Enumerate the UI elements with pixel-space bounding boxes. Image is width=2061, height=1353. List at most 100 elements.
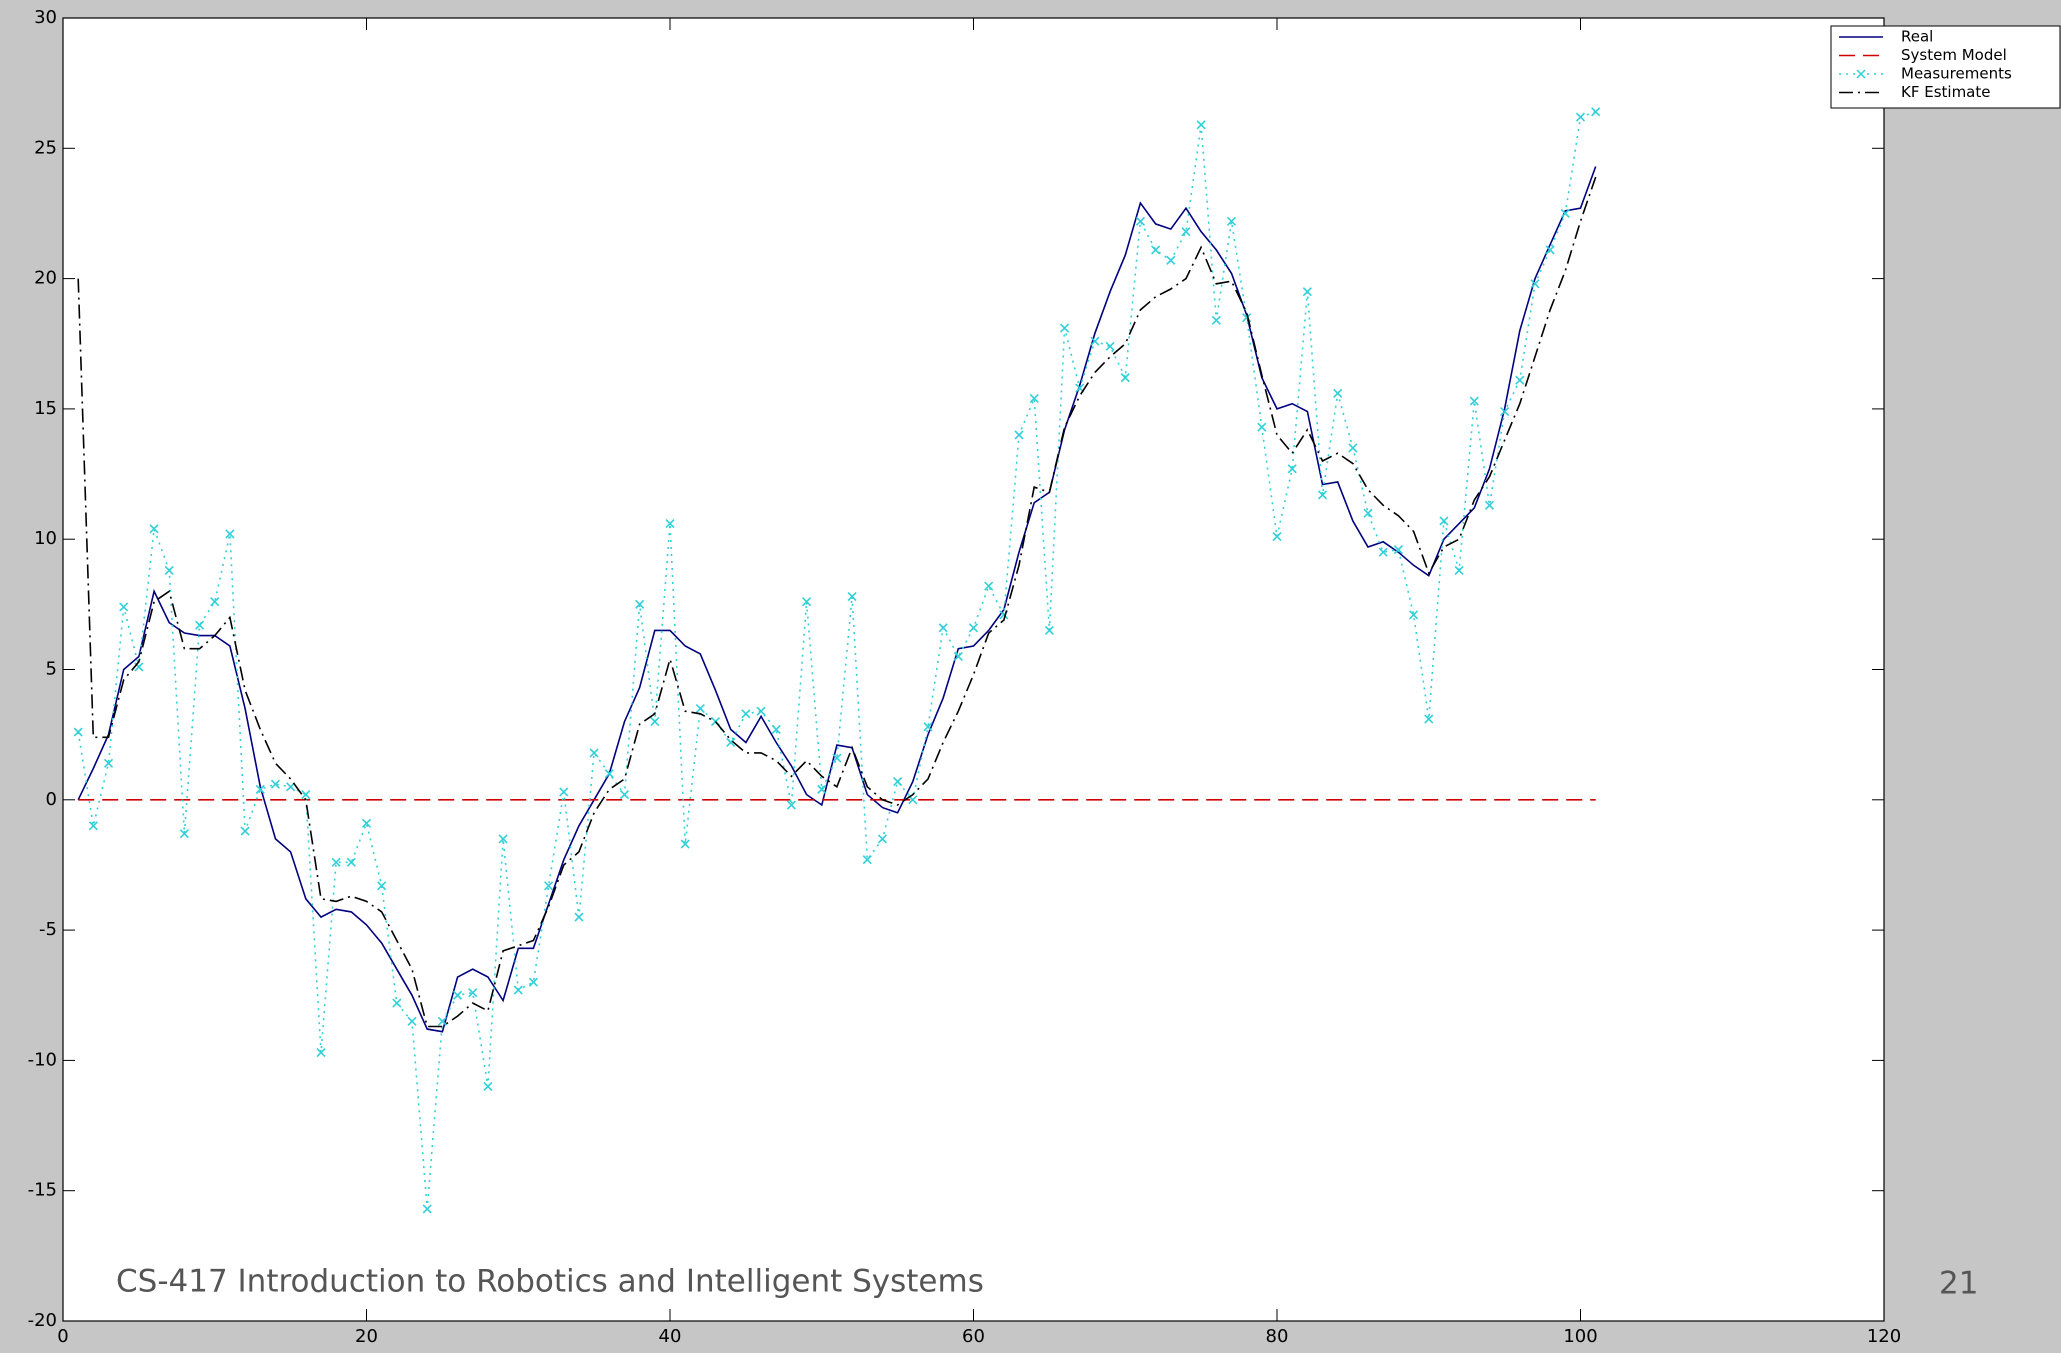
measurement-marker [452, 990, 463, 1000]
measurement-marker [1469, 396, 1479, 406]
measurement-marker [1454, 565, 1464, 576]
x-tick-label: 40 [659, 1326, 682, 1347]
measurement-marker [1591, 107, 1601, 117]
x-tick-label: 100 [1563, 1326, 1597, 1347]
legend-label: Real [1901, 28, 1933, 46]
x-tick-label: 120 [1867, 1326, 1901, 1347]
measurement-marker [1029, 393, 1039, 404]
measurement-marker [984, 581, 994, 591]
measurement-marker [346, 857, 356, 867]
y-tick-label: -15 [28, 1180, 57, 1201]
measurement-marker [1333, 388, 1343, 398]
measurement-marker [1378, 547, 1388, 557]
measurement-marker [301, 790, 311, 800]
measurement-marker [286, 782, 296, 792]
y-tick-label: 25 [34, 137, 57, 158]
footer: CS-417 Introduction to Robotics and Inte… [116, 1264, 984, 1300]
measurement-marker [1090, 336, 1100, 346]
measurement-marker [377, 881, 387, 891]
measurement-marker [559, 787, 569, 797]
measurement-marker [1105, 341, 1115, 351]
measurement-marker [938, 623, 948, 633]
legend-box [1830, 25, 2061, 109]
measurement-marker [1166, 255, 1176, 265]
measurement-marker [407, 1016, 417, 1026]
measurement-marker [73, 727, 83, 737]
measurement-marker [1560, 208, 1570, 219]
measurement-marker [483, 1081, 493, 1092]
measurement-marker [877, 834, 888, 844]
x-tick-label: 60 [962, 1326, 985, 1347]
measurement-marker [650, 717, 660, 727]
measurement-marker [1226, 216, 1237, 226]
measurement-marker [771, 724, 781, 735]
measurement-marker [968, 623, 979, 633]
measurement-marker [225, 529, 235, 539]
measurement-marker [726, 737, 736, 748]
measurement-marker [1196, 120, 1206, 130]
measurement-marker [1317, 490, 1328, 500]
measurement-marker [665, 518, 675, 529]
measurement-marker [498, 834, 508, 844]
x-tick-label: 0 [57, 1326, 68, 1347]
measurement-marker [1044, 625, 1054, 635]
measurement-marker [1272, 532, 1282, 542]
legend-label: KF Estimate [1901, 83, 1991, 101]
page-number: 21 [1939, 1266, 1978, 1302]
measurement-marker [1287, 464, 1297, 474]
y-tick-label: -10 [28, 1049, 57, 1070]
measurement-marker [817, 784, 827, 794]
measurement-marker [604, 769, 614, 779]
measurement-marker [1439, 516, 1449, 526]
measurement-marker [756, 706, 766, 716]
measurement-marker [1530, 279, 1540, 289]
measurement-marker [1151, 245, 1161, 255]
y-tick-label: 30 [34, 7, 57, 28]
measurement-marker [468, 988, 478, 998]
y-tick-label: 20 [34, 268, 57, 289]
measurement-marker [1409, 610, 1419, 620]
measurement-marker [1424, 714, 1434, 724]
plot-area [62, 17, 1885, 1322]
measurement-marker [786, 800, 796, 810]
measurement-marker [953, 651, 963, 662]
measurement-marker [589, 748, 599, 758]
legend-label: Measurements [1901, 65, 2012, 83]
measurement-marker [1211, 315, 1221, 325]
x-tick-label: 80 [1266, 1326, 1289, 1347]
measurement-marker [1181, 227, 1191, 237]
measurement-marker [1484, 500, 1495, 510]
measurement-marker [1545, 245, 1555, 255]
y-tick-label: 10 [34, 528, 57, 549]
measurement-marker [1363, 508, 1373, 518]
series-line [77, 176, 1597, 1028]
measurement-marker [437, 1016, 447, 1026]
measurement-marker [255, 784, 265, 794]
measurement-marker [528, 977, 538, 987]
measurement-marker [1515, 375, 1525, 385]
measurement-marker [1393, 545, 1403, 555]
measurement-marker [862, 855, 872, 865]
measurement-marker [1120, 373, 1130, 383]
measurement-marker [1575, 112, 1586, 122]
measurement-marker [240, 826, 250, 836]
measurement-marker [741, 709, 751, 719]
measurement-marker [316, 1048, 326, 1058]
measurement-marker [361, 818, 372, 828]
x-tick-label: 20 [355, 1326, 378, 1347]
measurement-marker [1059, 323, 1070, 333]
measurement-marker [574, 912, 584, 922]
y-tick-label: -20 [28, 1310, 57, 1331]
measurement-marker [1135, 216, 1145, 226]
series-line [77, 166, 1597, 1033]
measurement-marker [832, 753, 842, 763]
measurement-marker [1302, 287, 1312, 297]
legend-label: System Model [1901, 46, 2007, 64]
measurement-marker [392, 998, 402, 1008]
measurement-marker [149, 524, 159, 534]
measurement-marker [802, 597, 812, 607]
measurement-marker [1500, 406, 1510, 417]
